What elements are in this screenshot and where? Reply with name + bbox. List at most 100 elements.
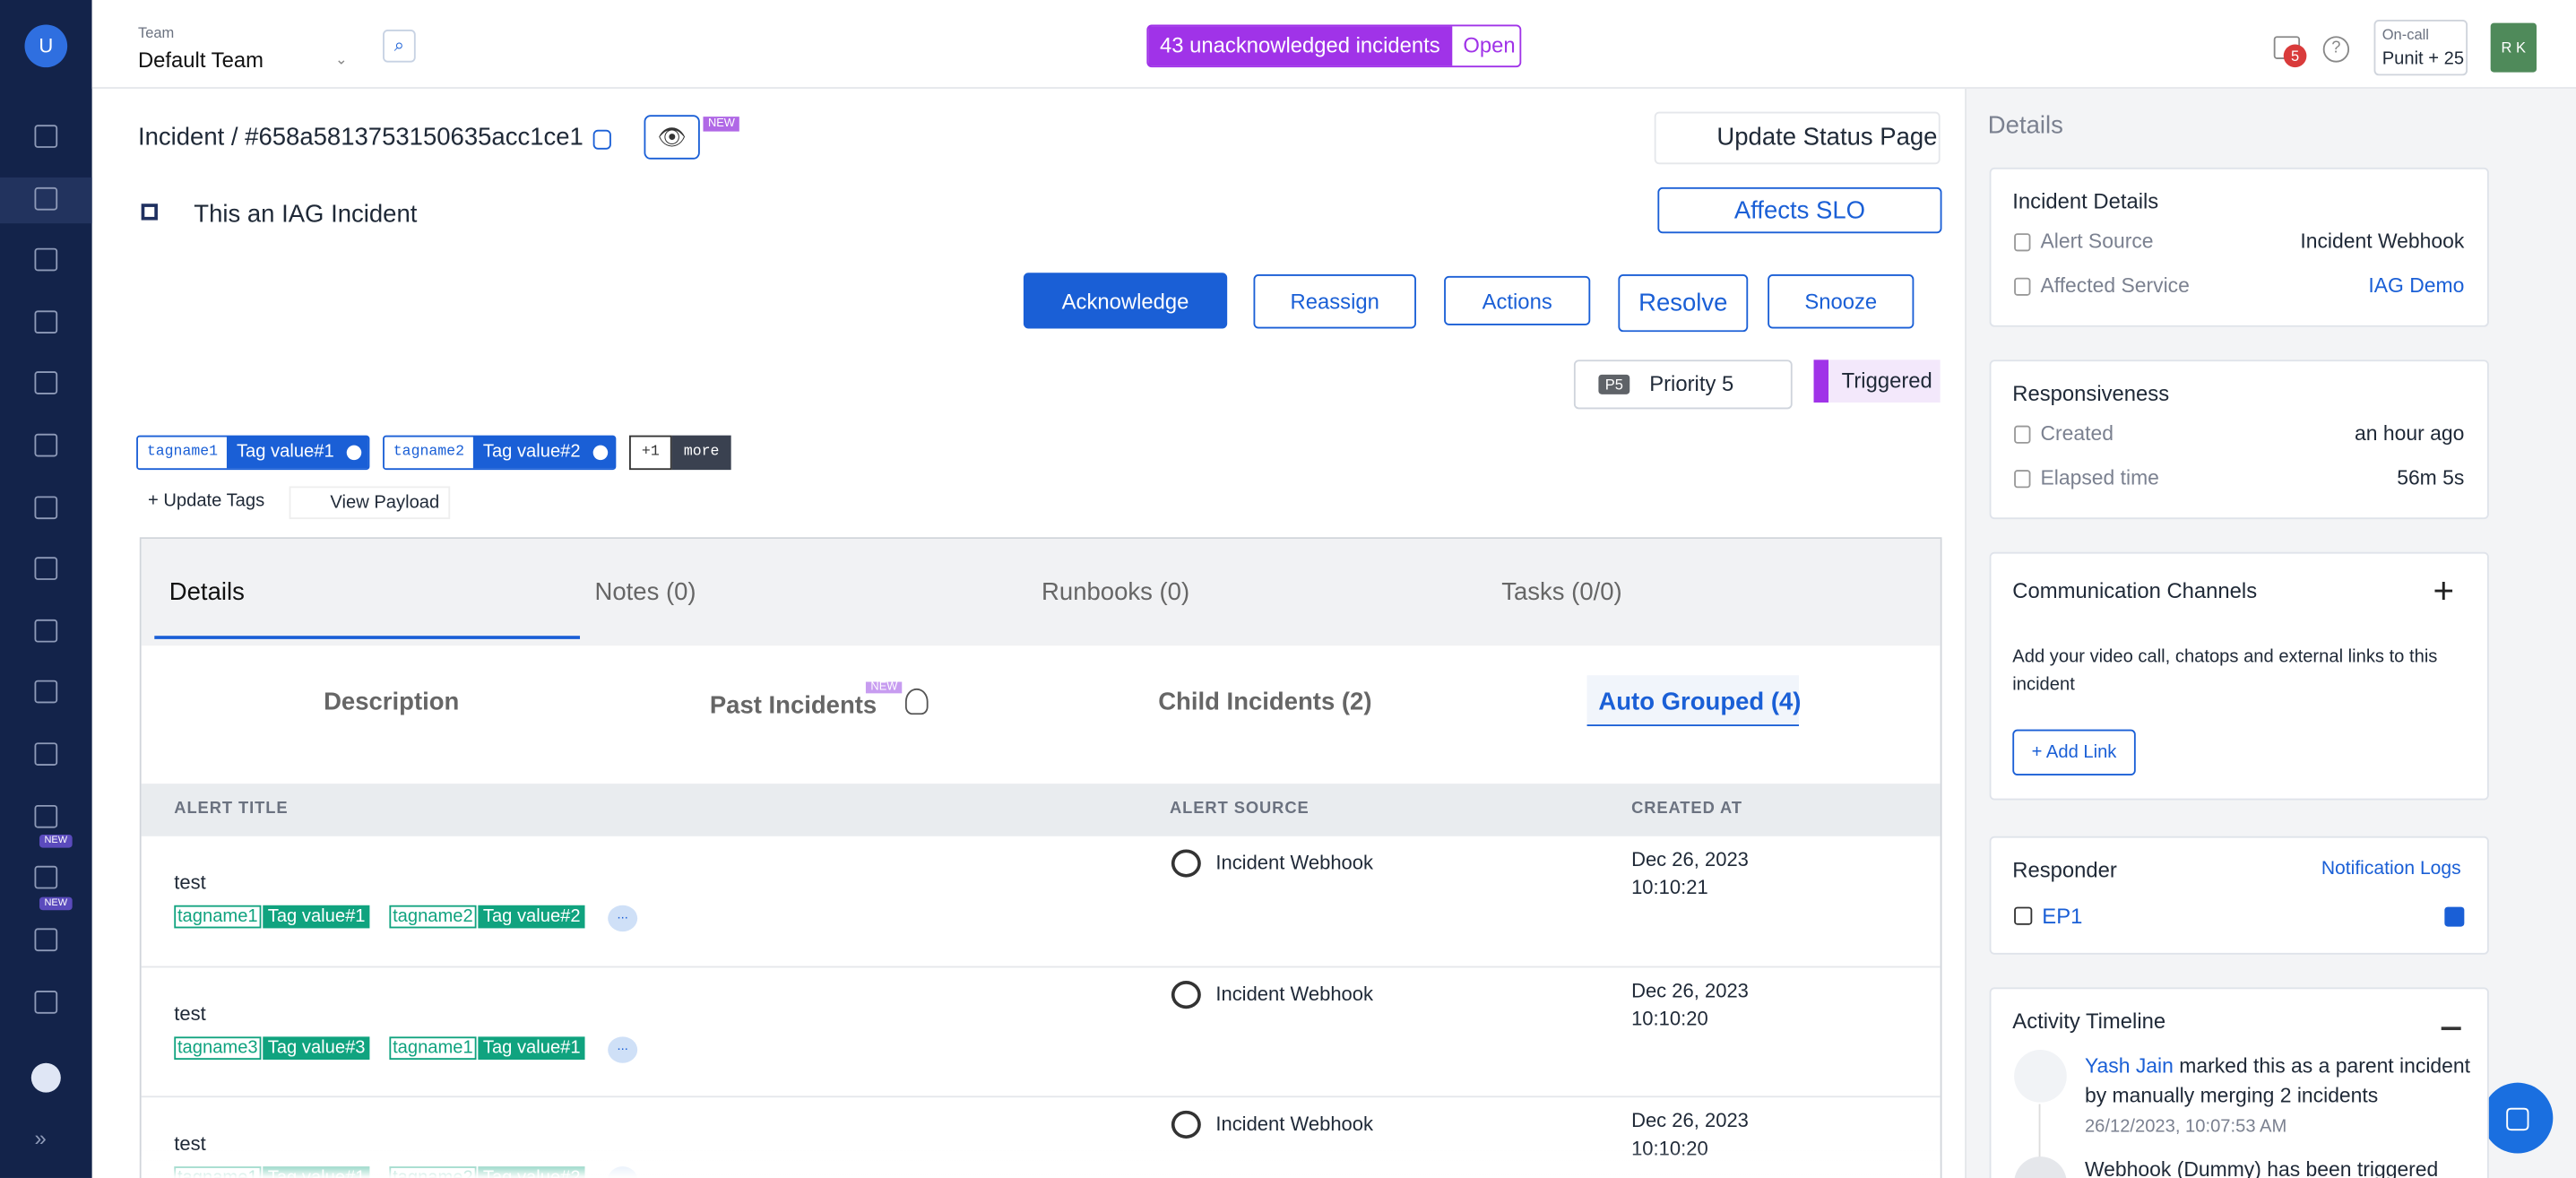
oncall-value: Punit + 25 — [2382, 48, 2465, 69]
avatar[interactable]: U — [24, 24, 68, 68]
action-button[interactable]: Reassign — [1253, 274, 1416, 329]
sidebar: U NEW NEW — [0, 0, 92, 1178]
nav-icon[interactable] — [34, 247, 58, 272]
action-button[interactable]: Actions — [1444, 275, 1591, 325]
team-label: Team — [137, 24, 175, 41]
banner-open[interactable]: Open — [1463, 32, 1516, 58]
tab[interactable]: Tasks (0/0) — [1501, 578, 1622, 607]
nav-icon[interactable] — [34, 310, 58, 334]
nav-icon[interactable] — [34, 804, 58, 828]
subtab[interactable]: Child Incidents (2) — [1158, 688, 1372, 717]
nav-icon[interactable] — [34, 371, 58, 394]
tab[interactable]: Runbooks (0) — [1042, 578, 1190, 607]
nav-icon[interactable] — [34, 619, 58, 643]
nav-icon[interactable] — [34, 928, 58, 952]
help[interactable]: ? — [2322, 36, 2350, 63]
view-payload[interactable]: View Payload — [289, 486, 451, 520]
add-link[interactable]: + Add Link — [2012, 729, 2136, 775]
search[interactable]: ⌕ — [383, 29, 416, 63]
timeline-text: marked this as a parent incident by manu… — [2084, 1054, 2471, 1108]
banner-text: 43 unacknowledged incidents — [1148, 26, 1452, 66]
update-tags[interactable]: + Update Tags — [147, 490, 265, 511]
created-date: Dec 26, 2023 — [1631, 1109, 1749, 1132]
more-count[interactable]: +1 — [629, 435, 672, 471]
nav-icon[interactable] — [34, 991, 58, 1014]
detail-label: Created — [2040, 421, 2114, 446]
detail-value: an hour ago — [2355, 421, 2465, 446]
fade — [141, 1149, 1941, 1178]
tag-name: tagname2 — [389, 905, 477, 929]
subtab[interactable]: Description — [324, 688, 460, 717]
more[interactable]: more — [671, 435, 731, 471]
priority-label: Priority 5 — [1649, 371, 1734, 396]
card — [1989, 167, 2489, 327]
created-time: 10:10:20 — [1631, 1006, 1708, 1030]
timeline-time: 26/12/2023, 10:07:53 AM — [2084, 1117, 2287, 1138]
download[interactable] — [2441, 1010, 2461, 1031]
nav-icon[interactable] — [34, 433, 58, 457]
user[interactable]: R K — [2490, 22, 2537, 73]
nav-icon[interactable] — [34, 742, 58, 766]
nav-icon[interactable] — [34, 865, 58, 889]
alert-title: test — [174, 871, 206, 894]
tag-remove[interactable] — [346, 445, 362, 461]
team[interactable]: Default Team — [137, 48, 264, 73]
subtab[interactable]: Auto Grouped (4) — [1598, 688, 1802, 717]
card — [1989, 551, 2489, 801]
affects-slo[interactable]: Affects SLO — [1657, 186, 1942, 234]
more[interactable]: ... — [608, 1035, 638, 1062]
icon — [2014, 277, 2031, 296]
timeline-line — [2038, 1104, 2041, 1170]
nav-icon[interactable] — [34, 125, 58, 148]
tag-value: Tag value#1 — [478, 1035, 586, 1060]
nav-icon[interactable] — [34, 557, 58, 580]
copy[interactable] — [592, 129, 611, 150]
expand[interactable]: » — [34, 1125, 47, 1150]
more[interactable]: ... — [608, 905, 638, 932]
notification-logs[interactable]: Notification Logs — [2321, 859, 2461, 879]
timeline-actor[interactable]: Yash Jain — [2084, 1054, 2174, 1078]
tab-underline — [154, 636, 581, 639]
timeline-dot — [2014, 1156, 2067, 1178]
tag-value: Tag value#1 — [226, 437, 368, 469]
update-status[interactable]: Update Status Page — [1654, 111, 1941, 165]
new-badge: NEW — [703, 117, 740, 132]
incident-title: This an IAG Incident — [194, 200, 418, 229]
status: Triggered — [1813, 359, 1941, 403]
webhook-icon — [1171, 980, 1201, 1009]
banner[interactable]: 43 unacknowledged incidents Open — [1146, 24, 1522, 68]
table-header — [141, 784, 1941, 836]
icon — [2014, 906, 2033, 925]
action-button[interactable]: Snooze — [1768, 274, 1915, 329]
card — [1989, 359, 2489, 520]
nav-icon[interactable] — [34, 680, 58, 704]
logo[interactable] — [30, 1062, 61, 1093]
subtab[interactable]: Past Incidents — [709, 691, 877, 720]
card — [1989, 987, 2489, 1178]
tag-name: tagname1 — [389, 1035, 477, 1060]
action-button[interactable]: Resolve — [1618, 274, 1749, 333]
alert-title: test — [174, 1000, 206, 1025]
timeline-entry: Yash Jain marked this as a parent incide… — [2085, 1052, 2479, 1111]
oncall[interactable]: On-call Punit + 25 — [2373, 19, 2468, 76]
dropdown[interactable]: ⌄ — [334, 50, 348, 68]
add[interactable]: + — [2433, 569, 2455, 611]
priority[interactable]: P5 Priority 5 — [1573, 359, 1793, 410]
responder[interactable]: EP1 — [2042, 903, 2083, 929]
column-header: ALERT SOURCE — [1170, 800, 1310, 819]
icon — [2014, 233, 2031, 252]
tab[interactable]: Notes (0) — [594, 578, 696, 607]
watch[interactable]: 👁 — [644, 115, 700, 160]
row-border — [141, 1096, 1941, 1098]
row-border — [141, 965, 1941, 967]
tab-box — [139, 537, 1942, 1178]
chat[interactable]: ▢ — [2482, 1082, 2554, 1154]
nav-icon[interactable] — [34, 496, 58, 520]
responder-color — [2444, 906, 2465, 927]
nav-icon[interactable] — [34, 186, 58, 211]
active-nav — [0, 177, 92, 224]
action-button[interactable]: Acknowledge — [1023, 273, 1228, 329]
tab[interactable]: Details — [169, 578, 245, 607]
nav-badge: NEW — [39, 834, 73, 848]
tag-remove[interactable] — [592, 445, 609, 461]
